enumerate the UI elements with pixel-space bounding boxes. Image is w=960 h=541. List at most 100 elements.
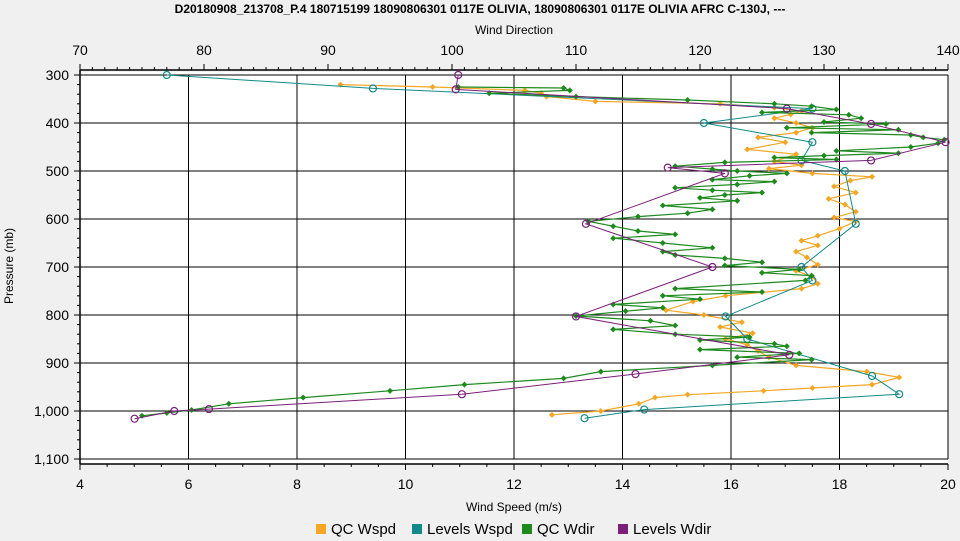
data-point <box>734 354 741 361</box>
y-tick-label: 1,000 <box>34 403 69 419</box>
y-tick-label: 900 <box>46 355 70 371</box>
series-levels-wspd <box>162 70 904 423</box>
x-tick-label: 10 <box>398 476 414 492</box>
data-point <box>721 192 728 198</box>
data-point <box>867 119 876 129</box>
top-tick-label: 100 <box>440 42 464 58</box>
data-point <box>782 104 791 113</box>
data-point <box>833 147 840 154</box>
data-point <box>783 124 790 131</box>
legend-swatch <box>618 524 628 534</box>
data-point <box>659 202 666 209</box>
data-point <box>783 343 790 350</box>
y-tick-label: 1,100 <box>34 451 69 467</box>
x-tick-label: 20 <box>940 476 956 492</box>
data-point <box>170 406 179 416</box>
data-point <box>771 100 778 107</box>
data-point <box>734 181 741 188</box>
data-point <box>721 255 728 262</box>
data-point <box>548 411 555 418</box>
data-point <box>793 129 800 136</box>
data-point <box>597 368 604 375</box>
data-point <box>451 85 460 94</box>
data-point <box>821 119 827 126</box>
data-point <box>672 231 679 238</box>
data-point <box>883 120 889 127</box>
data-point <box>697 194 703 201</box>
data-point <box>640 405 649 414</box>
y-tick-label: 800 <box>46 307 70 323</box>
series-line-qc-wdir <box>141 86 947 417</box>
data-point <box>700 312 707 318</box>
data-point <box>798 285 805 292</box>
data-point <box>771 154 778 161</box>
data-point <box>814 280 821 287</box>
data-point <box>597 408 604 414</box>
data-point <box>592 98 599 105</box>
axes: 4 6 8 10 12 14 16 18 20 70 80 90 100 110 120 130 140 300 4… <box>34 42 960 492</box>
data-point <box>672 322 679 329</box>
data-point <box>387 387 393 394</box>
data-point <box>755 134 762 141</box>
data-point <box>809 384 816 391</box>
data-point <box>852 189 859 196</box>
legend-label: QC Wdir <box>537 521 595 538</box>
y-tick-label: 400 <box>46 115 70 131</box>
top-tick-label: 140 <box>936 42 960 58</box>
data-point <box>622 308 629 315</box>
data-point <box>631 369 640 379</box>
data-point <box>708 262 717 272</box>
data-point <box>454 70 463 80</box>
data-point <box>734 197 741 204</box>
x-tick-label: 14 <box>615 476 631 492</box>
data-point <box>760 387 767 394</box>
data-point <box>907 144 914 150</box>
data-point <box>429 84 436 90</box>
data-point <box>684 96 691 103</box>
data-point <box>759 189 765 196</box>
data-point <box>831 183 838 190</box>
top-tick-label: 120 <box>688 42 712 58</box>
data-point <box>635 400 642 407</box>
top-tick-label: 130 <box>812 42 836 58</box>
data-point <box>162 70 171 80</box>
data-point <box>796 266 803 273</box>
data-point <box>746 334 753 341</box>
data-point <box>793 120 800 126</box>
top-tick-label: 110 <box>565 42 588 58</box>
data-point <box>867 371 877 381</box>
data-point <box>833 106 840 113</box>
data-point <box>793 362 800 369</box>
y-tick-label: 700 <box>46 259 70 275</box>
data-point <box>560 84 567 91</box>
data-point <box>368 84 378 93</box>
data-point <box>225 400 232 407</box>
data-point <box>709 206 716 213</box>
data-point <box>771 178 778 185</box>
data-point <box>204 404 214 414</box>
data-point <box>803 254 810 261</box>
data-point <box>738 319 745 326</box>
legend-label: Levels Wdir <box>633 521 711 538</box>
data-point <box>672 285 679 292</box>
data-point <box>709 244 716 251</box>
series-line-levels-wdir <box>134 74 946 420</box>
data-point <box>697 346 703 353</box>
data-point <box>659 240 666 246</box>
y-axis-label: Pressure (mb) <box>2 228 16 304</box>
data-point <box>771 115 778 122</box>
legend-label: Levels Wspd <box>427 521 513 538</box>
data-point <box>808 129 815 136</box>
data-point <box>744 146 751 153</box>
x-tick-label: 8 <box>293 476 301 492</box>
data-point <box>699 118 708 128</box>
data-point <box>845 111 852 118</box>
data-point <box>896 374 903 381</box>
data-point <box>793 248 800 255</box>
data-point <box>749 330 756 337</box>
series-qc-wdir <box>139 84 948 419</box>
data-point <box>840 166 850 176</box>
data-point <box>659 304 666 311</box>
